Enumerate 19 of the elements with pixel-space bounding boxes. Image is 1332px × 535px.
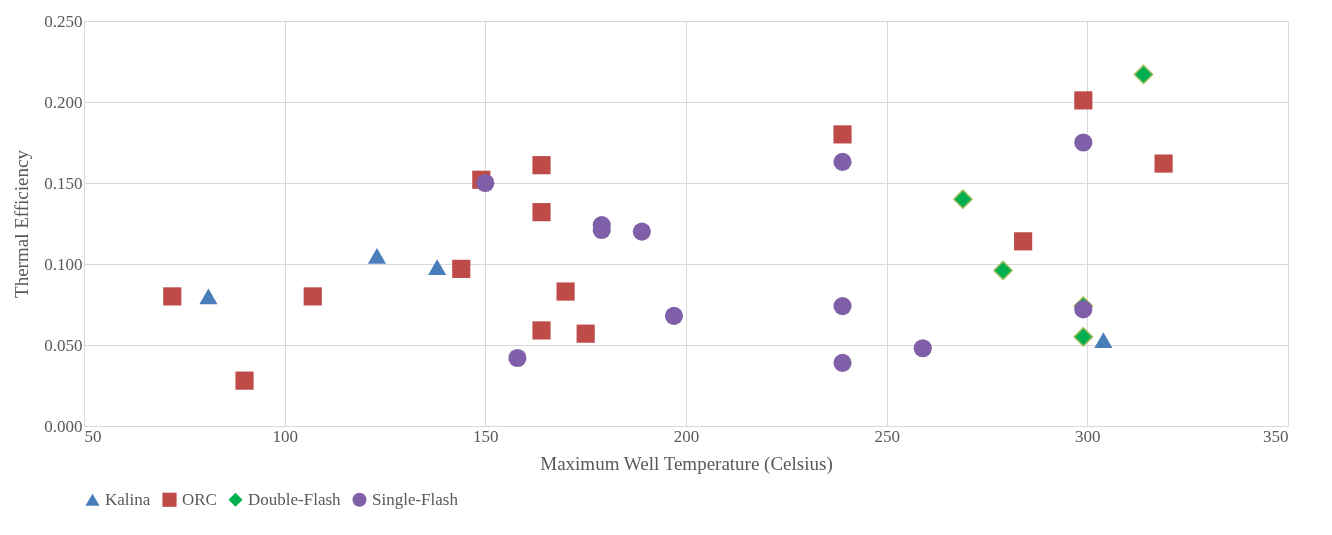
x-tick-label: 50: [84, 426, 102, 446]
y-tick-label: 0.100: [44, 254, 83, 274]
y-axis-title: Thermal Efficiency: [11, 149, 33, 298]
y-tick-label: 0.050: [44, 335, 83, 355]
legend-label: Double-Flash: [248, 489, 342, 509]
x-axis-title: Maximum Well Temperature (Celsius): [540, 452, 833, 475]
y-tick-label: 0.200: [44, 92, 83, 112]
legend-label: ORC: [182, 489, 217, 509]
y-tick-label: 0.000: [44, 416, 83, 436]
x-tick-label: 300: [1075, 426, 1101, 446]
x-tick-label: 200: [673, 426, 700, 446]
x-tick-label: 100: [272, 426, 298, 446]
legend-label: Kalina: [105, 489, 151, 509]
y-tick-label: 0.250: [44, 11, 83, 31]
x-tick-label: 250: [874, 426, 900, 446]
y-tick-label: 0.150: [44, 173, 83, 193]
x-tick-label: 150: [473, 426, 499, 446]
x-tick-label: 350: [1263, 426, 1289, 446]
legend-label: Single-Flash: [372, 489, 459, 509]
